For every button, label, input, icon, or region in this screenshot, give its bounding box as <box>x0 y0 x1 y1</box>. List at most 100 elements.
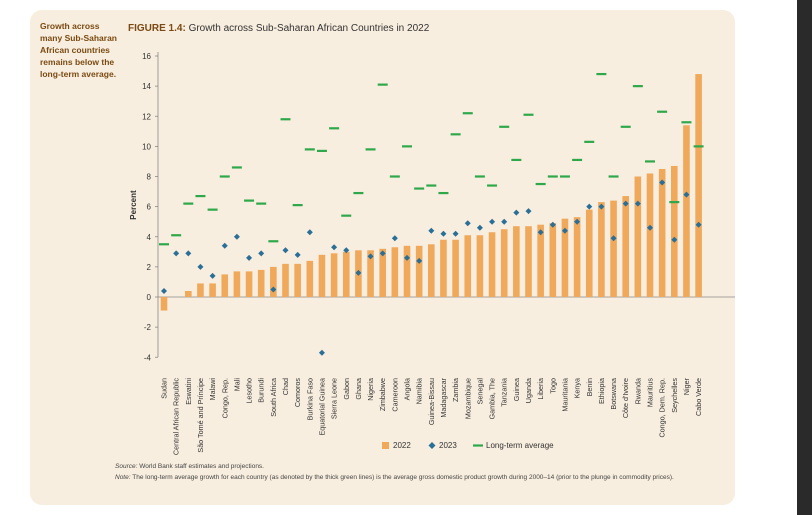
category-label: Lesotho <box>245 378 254 404</box>
point-2023-24 <box>440 230 447 237</box>
category-label: Comoros <box>293 378 302 408</box>
y-tick-label: 10 <box>142 142 151 151</box>
bar-18 <box>367 250 374 297</box>
bar-4 <box>197 283 204 297</box>
point-2023-27 <box>476 224 483 231</box>
bar-26 <box>464 235 472 297</box>
category-label: South Africa <box>269 378 278 417</box>
bar-11 <box>282 263 289 297</box>
point-2023-40 <box>634 200 641 207</box>
y-tick-label: 16 <box>142 52 151 61</box>
bar-35 <box>573 217 581 297</box>
point-2023-8 <box>246 254 253 261</box>
bar-16 <box>342 251 350 297</box>
point-2023-30 <box>513 209 520 216</box>
y-tick-label: 2 <box>147 263 152 272</box>
bar-44 <box>683 125 690 297</box>
bar-9 <box>257 269 265 297</box>
y-axis-label: Percent <box>129 190 138 220</box>
category-label: Cameroon <box>390 378 399 412</box>
bar-19 <box>379 248 386 297</box>
point-2023-10 <box>270 286 277 293</box>
source-label: Source: <box>115 463 138 470</box>
bar-15 <box>330 253 338 297</box>
category-label: Zimbabwe <box>378 378 387 411</box>
category-label: Congo, Dem. Rep. <box>658 378 667 438</box>
bar-chart: -4 -2 0 2 4 6 8 10 12 14 16 Percent Sudan Central Afr… <box>129 52 735 455</box>
category-label: Liberia <box>536 378 545 400</box>
point-2023-31 <box>525 208 532 215</box>
point-2023-19 <box>379 250 386 257</box>
category-label: Gabon <box>342 378 351 400</box>
category-label: Guinea <box>512 378 521 401</box>
point-2023-43 <box>671 236 678 243</box>
point-2023-29 <box>501 218 508 225</box>
point-2023-21 <box>404 254 410 261</box>
bar-7 <box>233 271 241 297</box>
point-2023-4 <box>197 263 204 270</box>
category-label: Sierra Leone <box>330 378 339 419</box>
point-2023-22 <box>416 257 423 264</box>
point-2023-2 <box>173 250 180 257</box>
source-line: Source: World Bank staff estimates and p… <box>115 462 715 471</box>
figure-title: FIGURE 1.4: Growth across Sub-Saharan Af… <box>128 23 429 34</box>
bar-32 <box>537 224 544 297</box>
category-label: Zambia <box>451 378 460 402</box>
point-2023-37 <box>598 203 605 210</box>
figure-label: FIGURE 1.4: <box>128 23 186 34</box>
legend-label-2023: 2023 <box>439 441 457 450</box>
point-2023-6 <box>221 242 228 249</box>
category-label: Namibia <box>415 378 424 404</box>
category-label: São Tomé and Príncipe <box>196 378 205 453</box>
point-2023-39 <box>622 200 629 207</box>
note-text: The long-term average growth for each co… <box>132 474 674 481</box>
bar-28 <box>488 232 496 297</box>
bar-34 <box>561 218 569 297</box>
bar-29 <box>500 229 508 297</box>
point-2023-14 <box>318 349 325 356</box>
bar-30 <box>513 226 520 297</box>
window-edge <box>797 0 812 515</box>
category-label: Senegal <box>475 378 484 405</box>
bar-8 <box>245 271 253 297</box>
bar-23 <box>428 244 435 297</box>
category-label: Togo <box>548 378 557 394</box>
category-label: Ghana <box>354 378 363 400</box>
category-label: Tanzania <box>500 378 509 407</box>
category-label: Mozambique <box>463 378 472 419</box>
category-label: Equatorial Guinea <box>317 378 326 436</box>
bar-24 <box>440 239 447 297</box>
point-2023-15 <box>331 244 338 251</box>
y-tick-label: 12 <box>142 112 151 121</box>
category-label: Gambia, The <box>488 378 497 419</box>
category-label: Rwanda <box>633 378 642 404</box>
category-label: Côte d'Ivoire <box>621 378 630 418</box>
bar-1 <box>160 297 168 311</box>
point-2023-32 <box>537 229 544 236</box>
category-label: Eswatini <box>184 378 193 405</box>
category-label: Kenya <box>573 378 582 398</box>
category-label: Niger <box>682 377 691 395</box>
bar-33 <box>549 223 557 297</box>
point-2023-3 <box>185 250 192 257</box>
point-2023-11 <box>282 247 289 254</box>
category-label: Botswana <box>609 378 618 410</box>
point-2023-25 <box>452 230 459 237</box>
point-2023-17 <box>355 269 362 276</box>
bar-27 <box>476 235 484 297</box>
point-2023-33 <box>549 221 556 228</box>
y-tick-label: -4 <box>144 353 152 362</box>
category-label: Mali <box>232 378 241 392</box>
bar-21 <box>403 245 411 297</box>
category-label: Congo, Rep. <box>220 378 229 418</box>
category-label: Angola <box>403 378 412 400</box>
figure-panel: Growth across many Sub-Saharan African c… <box>30 10 735 505</box>
category-label: Guinea-Bissau <box>427 378 436 425</box>
category-label: Nigeria <box>366 378 375 401</box>
note-label: Note: <box>115 474 131 481</box>
category-label: Chad <box>281 378 290 395</box>
point-2023-13 <box>306 229 313 236</box>
side-note: Growth across many Sub-Saharan African c… <box>40 21 117 79</box>
category-label: Malawi <box>208 378 217 401</box>
point-2023-45 <box>695 221 702 228</box>
